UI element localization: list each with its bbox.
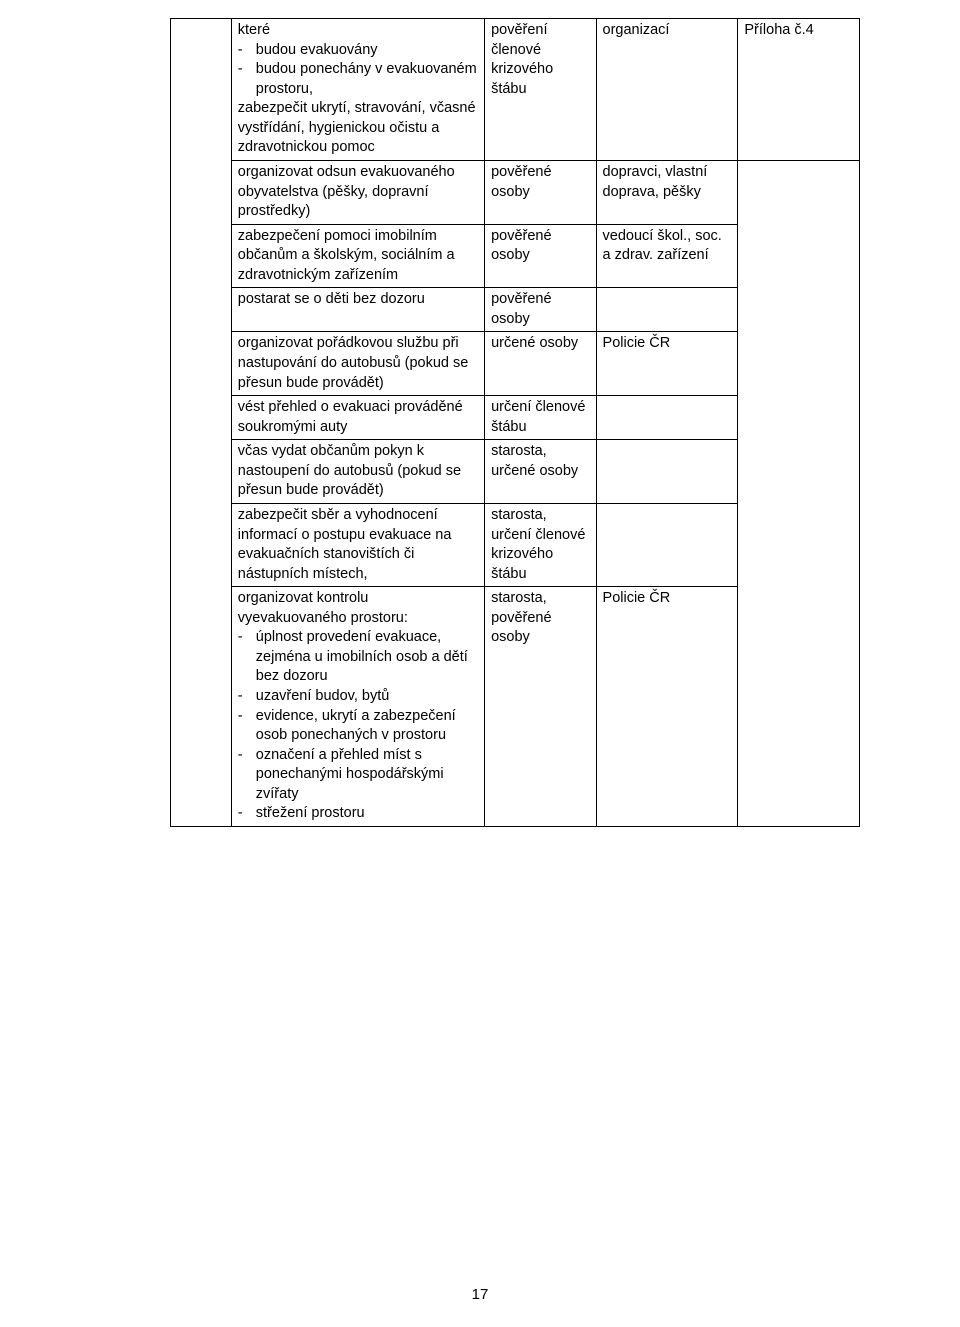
list-text: úplnost provedení evakuace, zejména u im… — [256, 629, 468, 684]
cell-coop — [596, 503, 738, 586]
cell-note: Příloha č.4 — [738, 19, 860, 161]
table-row: které budou evakuovány budou ponechány v… — [171, 19, 860, 161]
dash-list: úplnost provedení evakuace, zejména u im… — [238, 628, 478, 824]
cell-coop — [596, 440, 738, 504]
cell-who: pověřené osoby — [485, 288, 596, 332]
cell-who: pověřené osoby — [485, 160, 596, 224]
cell-activity: zabezpečení pomoci imobilním občanům a š… — [231, 224, 484, 288]
cell-coop: organizací — [596, 19, 738, 161]
dash-list: budou evakuovány budou ponechány v evaku… — [238, 41, 478, 100]
cell-activity: které budou evakuovány budou ponechány v… — [231, 19, 484, 161]
cell-note — [738, 160, 860, 826]
cell-coop — [596, 288, 738, 332]
list-item: evidence, ukrytí a zabezpečení osob pone… — [238, 707, 478, 746]
cell-text: organizovat kontrolu vyevakuovaného pros… — [238, 590, 408, 626]
cell-col1 — [171, 19, 232, 827]
cell-activity: zabezpečit sběr a vyhodnocení informací … — [231, 503, 484, 586]
list-text: budou evakuovány — [256, 42, 378, 58]
cell-activity: organizovat odsun evakuovaného obyvatels… — [231, 160, 484, 224]
cell-activity: organizovat pořádkovou službu při nastup… — [231, 332, 484, 396]
cell-coop — [596, 396, 738, 440]
cell-activity: vést přehled o evakuaci prováděné soukro… — [231, 396, 484, 440]
list-item: budou ponechány v evakuovaném prostoru, — [238, 60, 478, 99]
cell-activity: včas vydat občanům pokyn k nastoupení do… — [231, 440, 484, 504]
cell-text: zabezpečit ukrytí, stravování, včasné vy… — [238, 100, 476, 155]
list-item: střežení prostoru — [238, 804, 478, 824]
list-text: budou ponechány v evakuovaném prostoru, — [256, 61, 477, 97]
cell-who: starosta, určené osoby — [485, 440, 596, 504]
cell-coop: vedoucí škol., soc. a zdrav. zařízení — [596, 224, 738, 288]
cell-who: starosta, určení členové krizového štábu — [485, 503, 596, 586]
list-text: evidence, ukrytí a zabezpečení osob pone… — [256, 708, 456, 744]
main-table: které budou evakuovány budou ponechány v… — [170, 18, 860, 827]
cell-text: které — [238, 22, 270, 38]
cell-who: určené osoby — [485, 332, 596, 396]
cell-coop: Policie ČR — [596, 332, 738, 396]
list-text: označení a přehled míst s ponechanými ho… — [256, 747, 444, 802]
cell-activity: organizovat kontrolu vyevakuovaného pros… — [231, 587, 484, 827]
list-item: budou evakuovány — [238, 41, 478, 61]
cell-who: pověření členové krizového štábu — [485, 19, 596, 161]
list-item: úplnost provedení evakuace, zejména u im… — [238, 628, 478, 687]
page-number: 17 — [0, 1286, 960, 1303]
table-row: organizovat odsun evakuovaného obyvatels… — [171, 160, 860, 224]
list-text: uzavření budov, bytů — [256, 688, 390, 704]
list-item: označení a přehled míst s ponechanými ho… — [238, 746, 478, 805]
cell-who: starosta, pověřené osoby — [485, 587, 596, 827]
page: které budou evakuovány budou ponechány v… — [0, 0, 960, 1327]
cell-coop: Policie ČR — [596, 587, 738, 827]
cell-activity: postarat se o děti bez dozoru — [231, 288, 484, 332]
list-text: střežení prostoru — [256, 805, 365, 821]
cell-coop: dopravci, vlastní doprava, pěšky — [596, 160, 738, 224]
cell-who: určení členové štábu — [485, 396, 596, 440]
list-item: uzavření budov, bytů — [238, 687, 478, 707]
cell-who: pověřené osoby — [485, 224, 596, 288]
